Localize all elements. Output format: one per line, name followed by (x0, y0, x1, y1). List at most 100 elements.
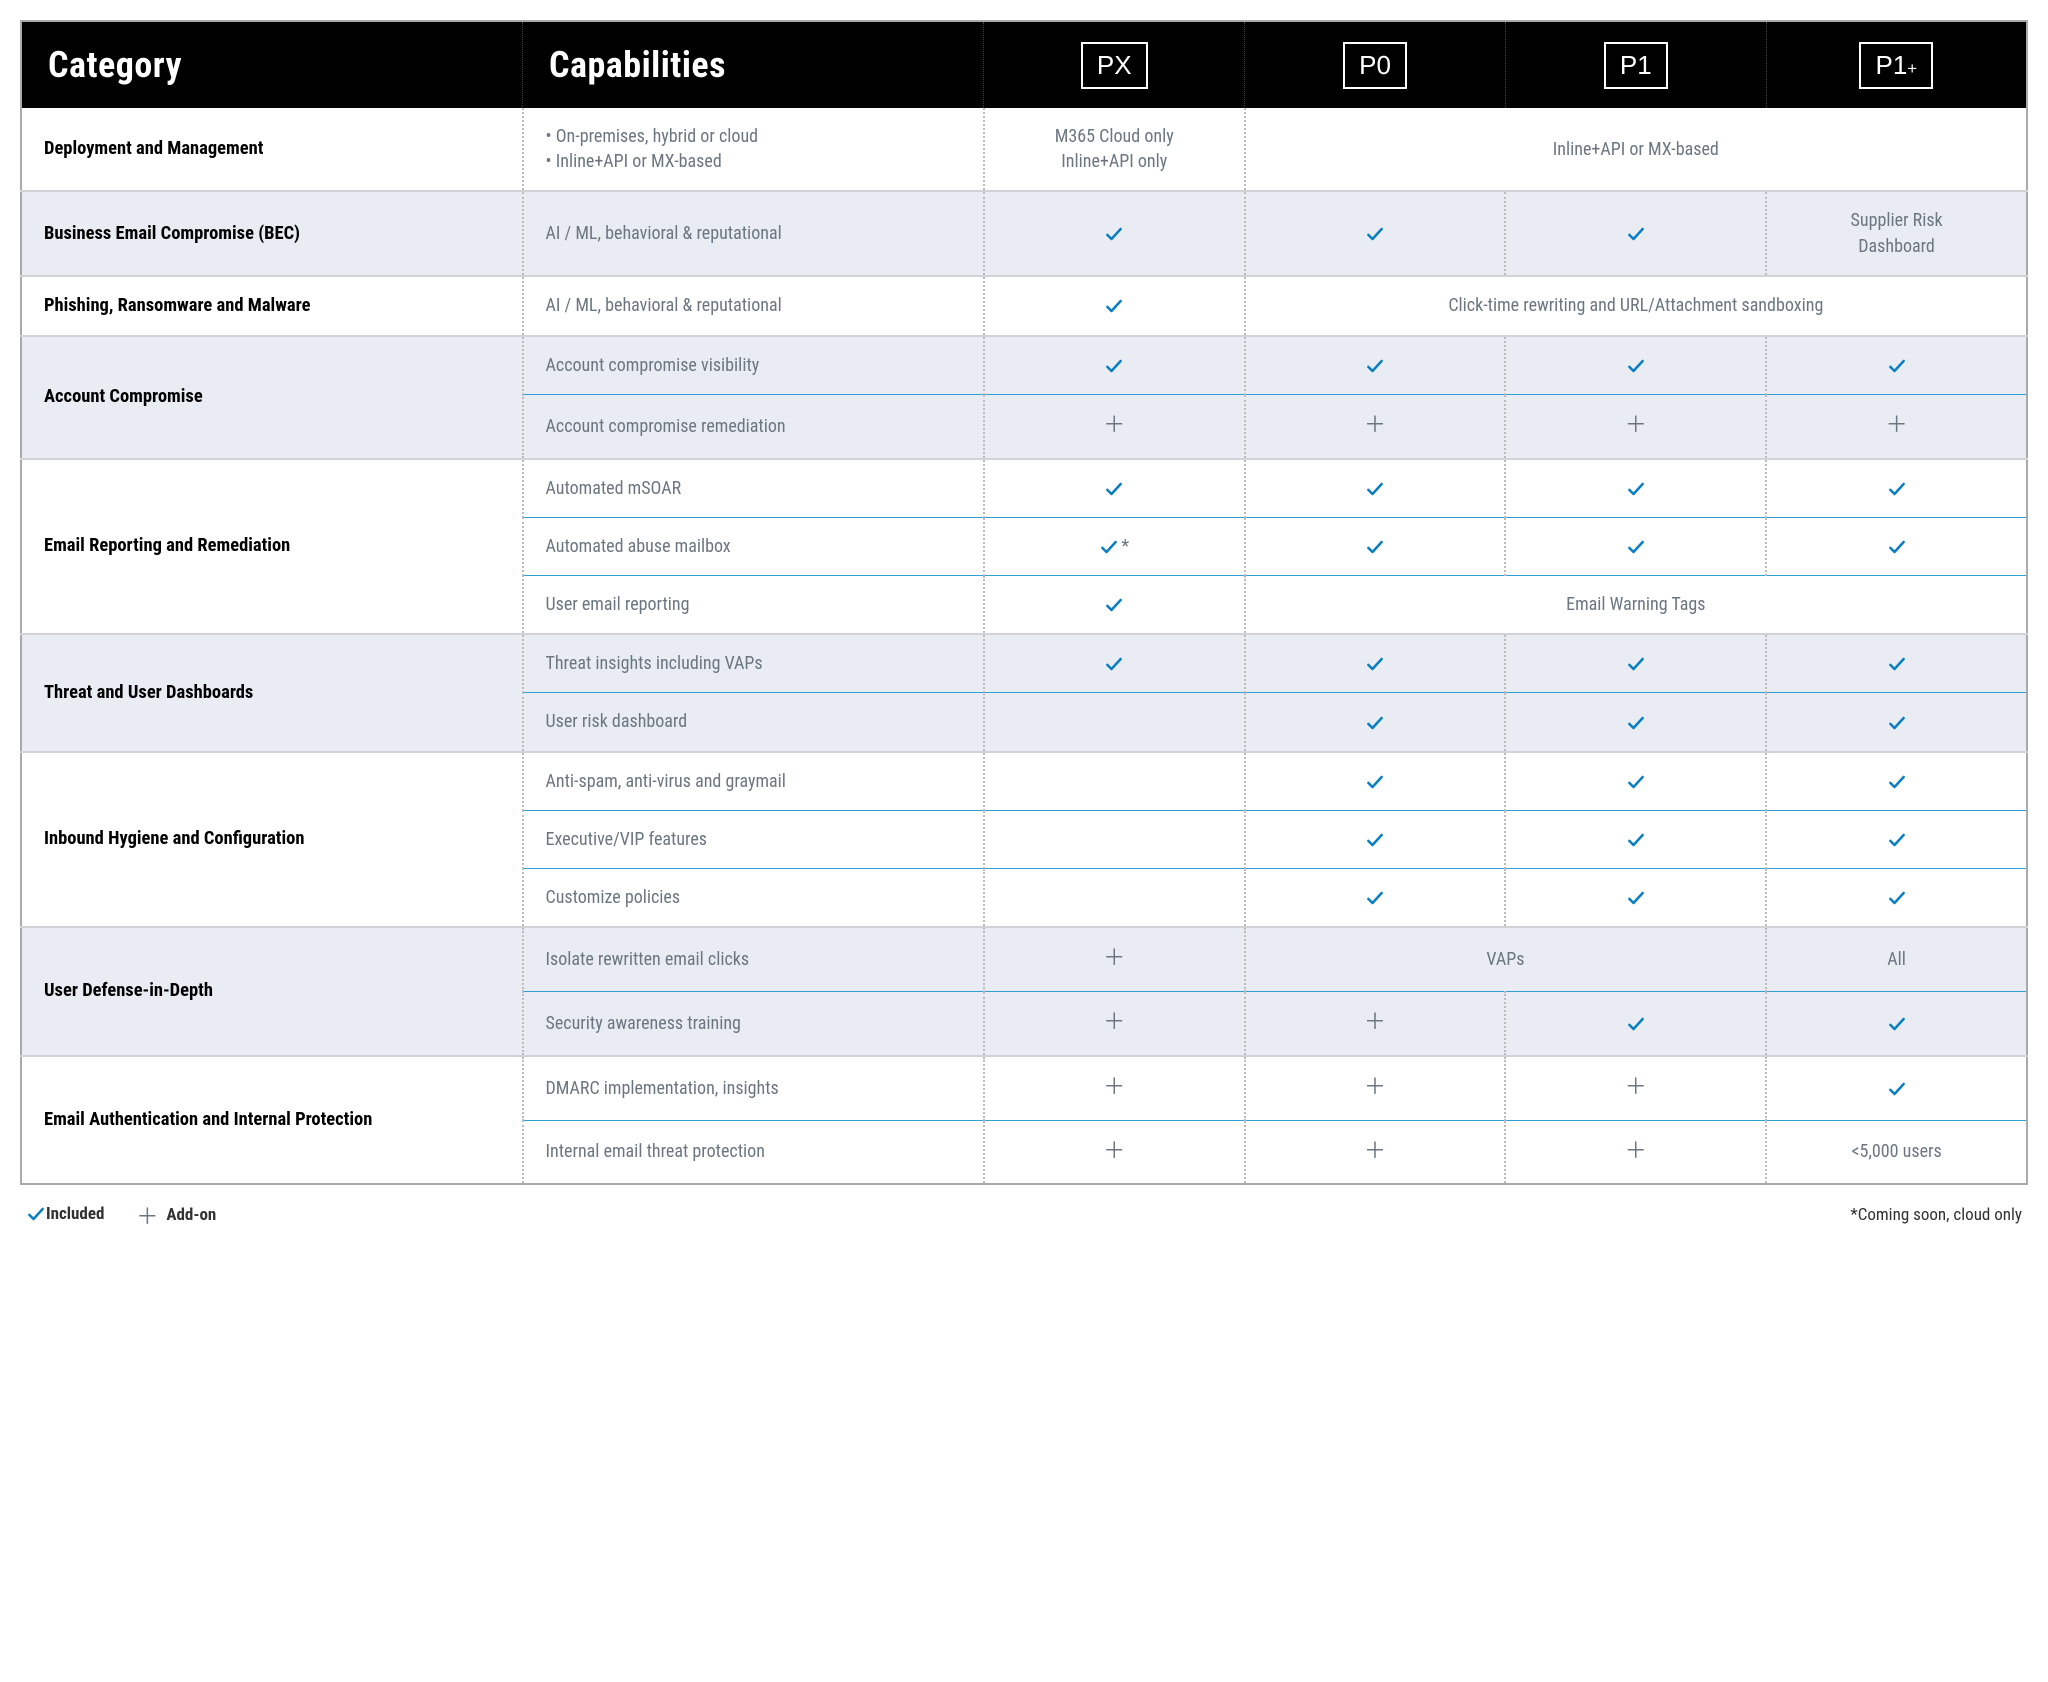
plan-cell (1766, 693, 2027, 752)
plus-icon: ＋ (136, 1199, 158, 1231)
plus-icon: ＋ (1625, 413, 1647, 438)
check-icon (1626, 479, 1646, 499)
plan-cell (984, 336, 1245, 395)
plan-cell (1766, 459, 2027, 518)
plan-cell: Click-time rewriting and URL/Attachment … (1245, 276, 2027, 336)
check-icon (26, 1204, 46, 1224)
plan-cell: <5,000 users (1766, 1120, 2027, 1184)
plan-cell (1766, 810, 2027, 868)
table-row: Business Email Compromise (BEC)AI / ML, … (21, 191, 2027, 275)
check-icon (1626, 356, 1646, 376)
plan-cell: ＋ (984, 394, 1245, 458)
header-plan-p0: P0 (1245, 21, 1506, 108)
check-icon (1887, 1014, 1907, 1034)
plan-cell (1505, 459, 1766, 518)
plan-cell (1505, 634, 1766, 693)
legend-addon: ＋ Add-on (136, 1199, 216, 1231)
capability-cell: Automated mSOAR (523, 459, 984, 518)
capability-cell: DMARC implementation, insights (523, 1056, 984, 1120)
plan-cell (1245, 868, 1506, 927)
plan-cell (1505, 868, 1766, 927)
plan-cell (984, 634, 1245, 693)
category-cell: Threat and User Dashboards (21, 634, 523, 751)
legend-included: Included (26, 1204, 104, 1224)
plan-cell: VAPs (1245, 927, 1767, 991)
capability-cell: Anti-spam, anti-virus and graymail (523, 752, 984, 811)
plus-icon: ＋ (1103, 1139, 1125, 1164)
plan-cell: All (1766, 927, 2027, 991)
plan-cell (1766, 1056, 2027, 1120)
category-cell: Account Compromise (21, 336, 523, 459)
plan-cell: ＋ (984, 991, 1245, 1055)
header-category: Category (21, 21, 523, 108)
plan-cell (1505, 991, 1766, 1055)
plan-cell: Email Warning Tags (1245, 576, 2027, 635)
check-icon (1626, 830, 1646, 850)
plan-cell (1245, 517, 1506, 575)
plan-cell: M365 Cloud onlyInline+API only (984, 108, 1245, 191)
plan-cell (1766, 752, 2027, 811)
plan-cell (984, 693, 1245, 752)
check-icon (1626, 713, 1646, 733)
check-icon (1365, 888, 1385, 908)
plan-cell: ＋ (1245, 991, 1506, 1055)
check-icon (1104, 224, 1124, 244)
plan-cell (1505, 336, 1766, 395)
plus-icon: ＋ (1364, 1010, 1386, 1035)
check-icon (1365, 224, 1385, 244)
plus-icon: ＋ (1364, 413, 1386, 438)
capability-cell: Security awareness training (523, 991, 984, 1055)
plan-cell (1766, 868, 2027, 927)
category-cell: Deployment and Management (21, 108, 523, 191)
plan-p1plus-label: P1+ (1859, 42, 1933, 89)
plan-cell (1505, 752, 1766, 811)
plus-icon: ＋ (1886, 413, 1908, 438)
capability-cell: AI / ML, behavioral & reputational (523, 191, 984, 275)
table-row: Email Reporting and RemediationAutomated… (21, 459, 2027, 518)
header-capabilities: Capabilities (523, 21, 984, 108)
category-cell: Inbound Hygiene and Configuration (21, 752, 523, 928)
plan-cell: ＋ (984, 1056, 1245, 1120)
check-icon (1887, 830, 1907, 850)
check-icon (1365, 537, 1385, 557)
table-footer: Included ＋ Add-on *Coming soon, cloud on… (20, 1185, 2028, 1231)
header-plan-px: PX (984, 21, 1245, 108)
plan-cell (1245, 459, 1506, 518)
plan-cell: Supplier RiskDashboard (1766, 191, 2027, 275)
table-row: User Defense-in-DepthIsolate rewritten e… (21, 927, 2027, 991)
capability-cell: Account compromise remediation (523, 394, 984, 458)
plan-cell (984, 459, 1245, 518)
capability-cell: User email reporting (523, 576, 984, 635)
capability-cell: Automated abuse mailbox (523, 517, 984, 575)
plus-icon: ＋ (1625, 1139, 1647, 1164)
plan-cell (984, 810, 1245, 868)
legend-footnote: *Coming soon, cloud only (1850, 1205, 2022, 1225)
check-icon (1626, 1014, 1646, 1034)
check-icon (1365, 772, 1385, 792)
plan-cell (1245, 693, 1506, 752)
plan-cell (1245, 634, 1506, 693)
plan-cell: ＋ (984, 927, 1245, 991)
check-icon (1887, 479, 1907, 499)
plan-cell (1505, 693, 1766, 752)
check-icon (1104, 356, 1124, 376)
feature-comparison-table: Category Capabilities PX P0 P1 P1+ Deplo… (20, 20, 2028, 1185)
plus-icon: ＋ (1103, 1010, 1125, 1035)
capability-cell: User risk dashboard (523, 693, 984, 752)
table-row: Account CompromiseAccount compromise vis… (21, 336, 2027, 395)
plan-cell (984, 191, 1245, 275)
plan-cell (984, 868, 1245, 927)
table-row: Deployment and ManagementOn-premises, hy… (21, 108, 2027, 191)
plan-cell (1766, 336, 2027, 395)
plan-cell: ＋ (1505, 394, 1766, 458)
plan-cell: ＋ (1245, 1120, 1506, 1184)
capability-cell: Customize policies (523, 868, 984, 927)
check-icon (1887, 713, 1907, 733)
plan-cell: ＋ (1245, 1056, 1506, 1120)
plan-cell (1505, 810, 1766, 868)
capability-cell: Executive/VIP features (523, 810, 984, 868)
plus-icon: ＋ (1364, 1139, 1386, 1164)
category-cell: Business Email Compromise (BEC) (21, 191, 523, 275)
check-icon (1887, 772, 1907, 792)
check-icon (1626, 224, 1646, 244)
